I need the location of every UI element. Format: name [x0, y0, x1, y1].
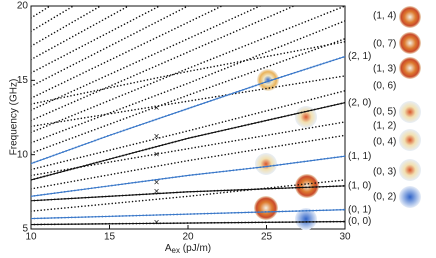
- mode-image: [399, 101, 421, 123]
- dotted-mode-line: [31, 134, 345, 190]
- x-marker: ×: [154, 103, 160, 114]
- dotted-mode-line: [31, 20, 345, 144]
- dotted-mode-line: [31, 6, 224, 99]
- dotted-mode-line: [31, 6, 262, 111]
- mode-dots: [31, 208, 345, 220]
- plot-area: [31, 6, 345, 226]
- series-label: (0, 0): [348, 216, 371, 227]
- mode-dots: [31, 184, 345, 202]
- series-label: (2, 0): [348, 97, 371, 108]
- side-mode-images: [399, 6, 421, 208]
- x-axis-label: Aex (pJ/m): [165, 243, 211, 255]
- side-label: (0, 6): [373, 81, 396, 92]
- x-tick-label: 15: [104, 232, 116, 243]
- side-label: (1, 4): [373, 11, 396, 22]
- x-tick-label: 25: [261, 232, 273, 243]
- mode-image: [257, 69, 279, 91]
- dotted-mode-line: [31, 179, 345, 212]
- mode-image: [255, 153, 277, 175]
- series-label: (2, 1): [348, 51, 371, 62]
- dotted-mode-line: [31, 89, 345, 171]
- side-label: (0, 3): [373, 167, 396, 178]
- mode-image: [399, 57, 421, 79]
- dotted-mode-line: [31, 6, 162, 74]
- side-label: (0, 4): [373, 137, 396, 148]
- mode-image: [295, 174, 319, 198]
- mode-image: [399, 6, 421, 28]
- mode-image: [399, 129, 421, 151]
- mode-line: [31, 155, 345, 197]
- mode-image: [295, 106, 317, 128]
- y-tick-label: 10: [17, 149, 29, 160]
- x-marker: ×: [154, 178, 160, 189]
- x-marker: ×: [154, 131, 160, 142]
- x-label-sub: ex: [172, 246, 180, 255]
- mode-dots: [31, 101, 345, 181]
- mode-dots: [31, 220, 345, 226]
- x-marker: ×: [154, 186, 160, 197]
- side-label: (1, 2): [373, 121, 396, 132]
- side-label: (0, 7): [373, 39, 396, 50]
- x-tick-label: 20: [182, 232, 194, 243]
- side-label: (0, 5): [373, 107, 396, 118]
- series-label: (1, 0): [348, 181, 371, 192]
- mode-image: [295, 208, 317, 230]
- side-label: (0, 2): [373, 192, 396, 203]
- x-label-unit: (pJ/m): [180, 243, 211, 254]
- dotted-mode-line: [31, 6, 103, 47]
- series-label: (1, 1): [348, 151, 371, 162]
- mode-images: [254, 69, 319, 230]
- dotted-mode-line: [31, 6, 345, 134]
- side-label: (1, 3): [373, 64, 396, 75]
- x-marker: ×: [154, 218, 160, 229]
- mode-image: [399, 186, 421, 208]
- mode-image: [399, 32, 421, 54]
- x-marker: ×: [154, 149, 160, 160]
- y-tick-label: 5: [22, 224, 28, 235]
- dotted-mode-line: [31, 75, 345, 128]
- x-tick-label: 30: [339, 232, 351, 243]
- dotted-mode-line: [31, 40, 345, 105]
- dotted-mode-line: [31, 6, 296, 122]
- series-label: (0, 1): [348, 204, 371, 215]
- mode-dots: [31, 55, 345, 165]
- y-tick-label: 20: [17, 1, 29, 12]
- mode-image: [254, 196, 278, 220]
- x-label-main: A: [165, 243, 172, 254]
- y-axis-label: Frequency (GHz): [9, 79, 20, 156]
- dotted-mode-line: [31, 121, 345, 177]
- dotted-mode-line: [31, 6, 190, 88]
- dotted-mode-line: [31, 6, 52, 19]
- x-tick-label: 10: [25, 232, 37, 243]
- dotted-mode-line: [31, 6, 75, 33]
- dotted-mode-line: [31, 37, 345, 154]
- y-tick-label: 15: [17, 75, 29, 86]
- mode-image: [399, 159, 421, 181]
